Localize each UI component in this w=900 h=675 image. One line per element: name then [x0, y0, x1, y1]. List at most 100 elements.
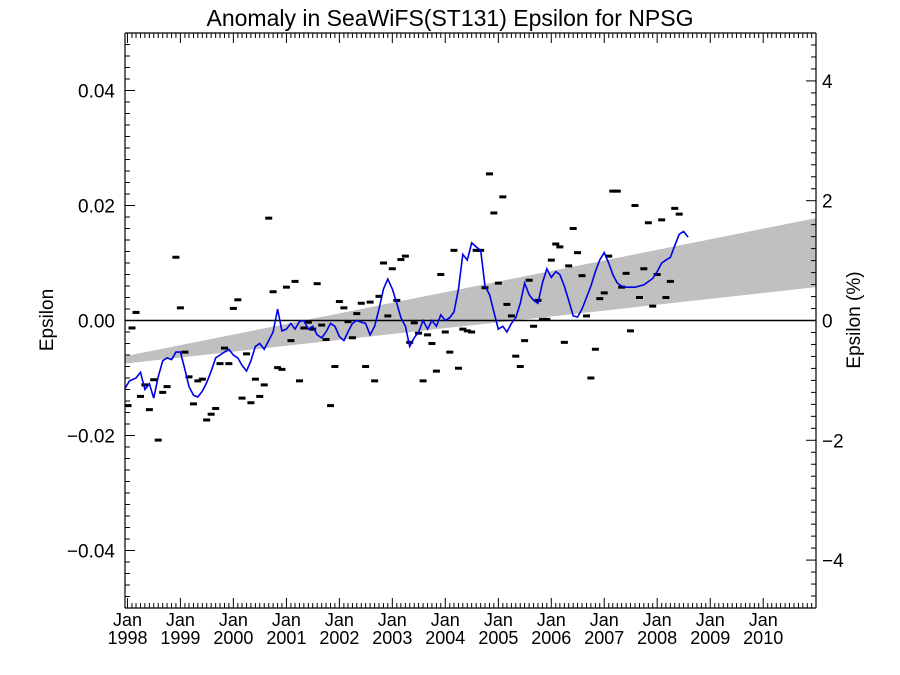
x-tick-month-label: Jan — [749, 610, 778, 630]
data-point — [486, 172, 494, 176]
data-point — [287, 339, 295, 343]
y2-tick-label: 0 — [822, 312, 833, 333]
data-point — [234, 298, 242, 302]
x-tick-month-label: Jan — [113, 610, 142, 630]
data-point — [141, 383, 149, 387]
x-tick-year-label: 2008 — [637, 628, 677, 648]
y-tick-label: 0.04 — [78, 82, 115, 103]
data-point — [521, 339, 529, 343]
data-point — [163, 385, 171, 389]
data-point — [658, 218, 666, 222]
data-point — [649, 304, 657, 308]
data-point — [494, 281, 502, 285]
data-point — [327, 404, 335, 408]
y-tick-label: 0.00 — [78, 312, 115, 333]
data-point — [468, 330, 476, 334]
data-point — [278, 367, 286, 371]
data-point — [181, 350, 189, 354]
data-point — [225, 362, 233, 366]
data-point — [401, 254, 409, 258]
y2-axis-label: Epsilon (%) — [844, 271, 865, 368]
data-point — [626, 329, 634, 333]
data-point — [653, 273, 661, 276]
data-point — [172, 255, 180, 259]
data-point — [318, 323, 326, 327]
data-point — [441, 330, 449, 334]
x-tick-month-label: Jan — [219, 610, 248, 630]
data-point — [437, 273, 445, 276]
data-point — [574, 251, 582, 255]
data-point — [459, 327, 467, 331]
data-point — [644, 221, 652, 225]
x-tick-month-label: Jan — [272, 610, 301, 630]
data-point — [212, 406, 220, 410]
x-tick-year-label: 2004 — [425, 628, 465, 648]
data-point — [450, 248, 458, 252]
data-point — [269, 290, 277, 294]
data-point — [221, 346, 229, 350]
data-point — [344, 320, 352, 324]
data-point — [569, 227, 577, 230]
data-point — [587, 376, 595, 380]
x-tick-year-label: 2000 — [213, 628, 253, 648]
data-point — [530, 324, 538, 328]
data-point — [300, 326, 308, 330]
x-tick-month-label: Jan — [325, 610, 354, 630]
data-point — [622, 271, 630, 275]
data-point — [260, 383, 268, 387]
x-tick-month-label: Jan — [484, 610, 513, 630]
x-tick-year-label: 2002 — [319, 628, 359, 648]
data-point — [499, 195, 507, 199]
data-point — [198, 377, 206, 381]
x-tick-year-label: 2005 — [478, 628, 518, 648]
x-tick-year-label: 2001 — [266, 628, 306, 648]
data-point — [243, 352, 251, 356]
data-point — [547, 258, 555, 262]
data-point — [454, 366, 462, 370]
data-point — [605, 254, 613, 258]
data-point — [313, 282, 321, 286]
data-point — [124, 404, 132, 408]
data-point — [397, 258, 405, 262]
x-tick-year-label: 1999 — [160, 628, 200, 648]
data-point — [578, 274, 586, 278]
data-point — [512, 354, 520, 358]
data-point — [552, 242, 560, 246]
data-point — [207, 412, 215, 416]
data-point — [640, 267, 648, 271]
data-point — [154, 438, 162, 442]
data-point — [348, 336, 356, 340]
data-point — [446, 350, 454, 354]
x-tick-year-label: 2009 — [690, 628, 730, 648]
data-point — [185, 375, 193, 379]
data-point — [247, 401, 255, 405]
x-tick-month-label: Jan — [431, 610, 460, 630]
data-point — [463, 329, 471, 333]
smoothed-line-group — [124, 230, 689, 399]
data-point — [565, 264, 573, 268]
axes: 0.040.020.00−0.02−0.04420−2−4Jan1998Jan1… — [67, 32, 844, 648]
data-point — [591, 347, 599, 351]
data-point — [256, 394, 264, 398]
x-tick-year-label: 2003 — [372, 628, 412, 648]
data-point — [490, 211, 498, 215]
y-tick-label: 0.02 — [78, 197, 115, 218]
data-point — [525, 278, 533, 282]
data-point — [238, 396, 246, 400]
x-tick-year-label: 1998 — [107, 628, 147, 648]
data-point — [366, 300, 374, 304]
data-point — [282, 285, 290, 289]
data-point — [159, 390, 167, 394]
x-tick-year-label: 2010 — [743, 628, 783, 648]
data-point — [503, 302, 511, 306]
data-point — [428, 342, 436, 345]
x-tick-month-label: Jan — [378, 610, 407, 630]
y2-tick-label: −4 — [822, 551, 844, 572]
data-point — [331, 365, 339, 368]
data-point — [583, 314, 591, 318]
data-point — [613, 189, 621, 193]
data-point — [322, 337, 330, 341]
data-point — [335, 300, 343, 304]
data-point — [216, 362, 224, 366]
